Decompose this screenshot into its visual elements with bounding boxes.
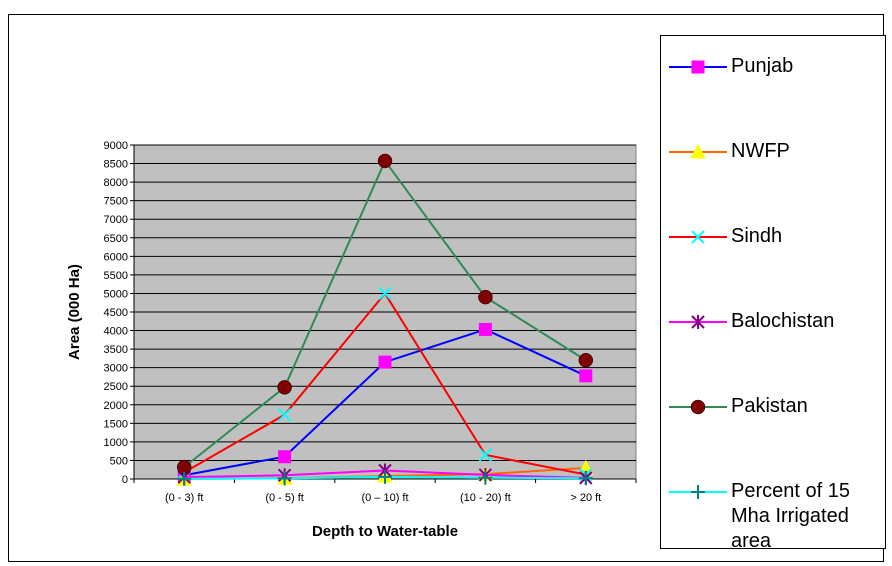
legend-swatch xyxy=(669,143,727,159)
y-tick-label: 5500 xyxy=(104,270,128,282)
series-pakistan xyxy=(176,153,594,475)
y-axis-title: Area (000 Ha) xyxy=(66,264,83,360)
data-point xyxy=(378,286,392,301)
series-group xyxy=(176,153,594,486)
legend: Punjab NWFP Sindh Balochistan Pakistan Percen… xyxy=(660,35,886,552)
data-point xyxy=(478,289,493,305)
data-point xyxy=(278,450,292,464)
data-point xyxy=(578,352,594,368)
y-tick-label: 8500 xyxy=(104,159,128,171)
x-tick-label: (10 - 20) ft xyxy=(460,492,511,504)
legend-swatch xyxy=(669,60,727,74)
data-point xyxy=(277,380,292,395)
legend-swatch xyxy=(669,230,727,244)
legend-swatch xyxy=(669,485,727,499)
data-point xyxy=(691,485,705,499)
legend-label: Percent of 15 Mha Irrigated area xyxy=(731,480,850,552)
legend-label: Balochistan xyxy=(731,310,835,332)
gridlines xyxy=(134,144,636,461)
series-percent-of-15-mha-irrigated-area xyxy=(177,469,593,486)
data-point xyxy=(691,60,705,74)
data-point xyxy=(578,471,593,486)
legend-label: Pakistan xyxy=(731,395,808,417)
y-tick-label: 1500 xyxy=(104,418,128,430)
x-tick-label: > 20 ft xyxy=(570,492,601,504)
y-tick-label: 5000 xyxy=(104,288,128,300)
y-tick-label: 1000 xyxy=(104,437,128,449)
data-point xyxy=(690,399,706,415)
x-tick-label: (0 – 10) ft xyxy=(361,492,408,504)
y-tick-label: 7500 xyxy=(104,196,128,208)
x-axis-title: Depth to Water-table xyxy=(312,523,458,540)
data-point xyxy=(378,469,392,484)
legend-label: NWFP xyxy=(731,140,790,162)
legend-swatch xyxy=(669,315,727,329)
data-point xyxy=(691,315,705,329)
y-tick-label: 3500 xyxy=(104,344,128,356)
x-axis-ticks: (0 - 3) ft (0 - 5) ft (0 – 10) ft (10 - 20)… xyxy=(133,479,637,504)
y-tick-label: 3000 xyxy=(104,363,128,375)
legend-label: Punjab xyxy=(731,55,794,77)
data-point xyxy=(579,369,593,383)
data-point xyxy=(478,322,492,336)
data-point xyxy=(478,448,493,462)
y-tick-label: 6000 xyxy=(104,251,128,263)
y-tick-label: 7000 xyxy=(104,214,128,226)
y-tick-label: 4500 xyxy=(104,307,128,319)
y-tick-label: 4000 xyxy=(104,326,128,338)
data-point xyxy=(377,153,393,169)
data-point xyxy=(277,471,292,486)
legend-label: Sindh xyxy=(731,225,783,247)
x-tick-label: (0 - 5) ft xyxy=(265,492,304,504)
data-point xyxy=(277,408,292,422)
x-tick-label: (0 - 3) ft xyxy=(165,492,204,504)
data-point xyxy=(691,230,705,244)
y-tick-label: 9000 xyxy=(104,140,128,152)
data-point xyxy=(690,143,706,159)
y-tick-label: 2000 xyxy=(104,400,128,412)
data-point xyxy=(378,355,392,369)
y-tick-label: 6500 xyxy=(104,233,128,245)
legend-swatch xyxy=(669,399,727,415)
y-tick-label: 0 xyxy=(122,474,128,486)
y-tick-label: 500 xyxy=(110,455,128,467)
data-point xyxy=(478,470,493,485)
y-tick-label: 8000 xyxy=(104,177,128,189)
y-tick-label: 2500 xyxy=(104,381,128,393)
data-point xyxy=(177,471,192,486)
